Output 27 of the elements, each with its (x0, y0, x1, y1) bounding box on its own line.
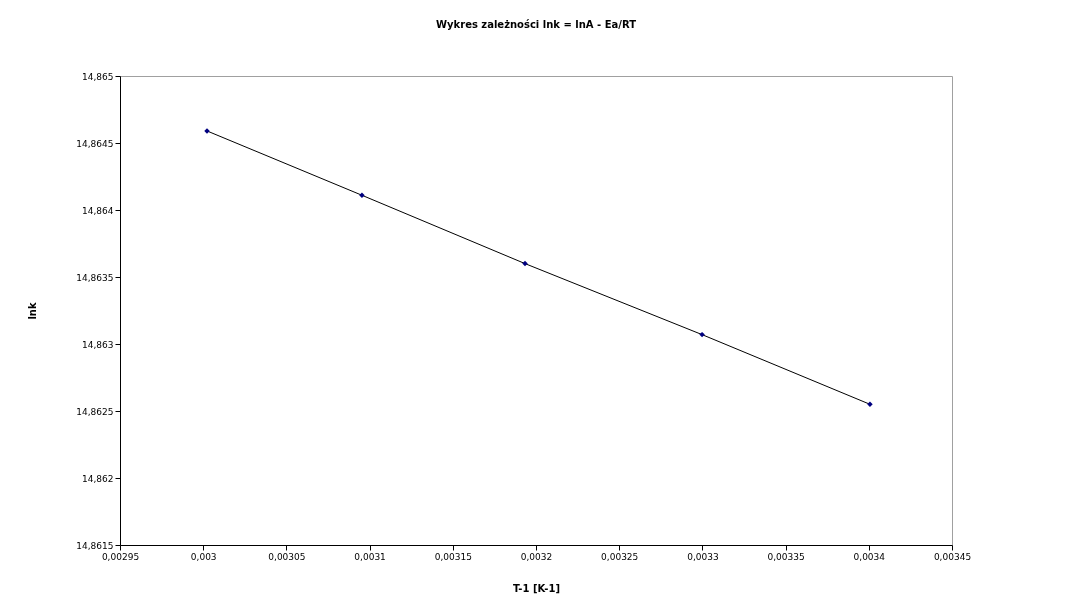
y-tick-label: 14,865 (82, 71, 114, 82)
y-tick-label: 14,8635 (76, 272, 114, 283)
x-tick-label: 0,0031 (354, 551, 386, 562)
x-tick-label: 0,00325 (601, 551, 639, 562)
y-axis-title: lnk (27, 302, 39, 320)
x-axis-title: T-1 [K-1] (512, 582, 561, 594)
x-tick-label: 0,00345 (933, 551, 972, 562)
y-tick-label: 14,8645 (76, 138, 114, 149)
x-tick-label: 0,00305 (268, 551, 306, 562)
x-tick-label: 0,00335 (767, 551, 805, 562)
y-tick-label: 14,8615 (76, 540, 114, 551)
y-tick-label: 14,8625 (76, 406, 114, 417)
line-series (206, 130, 871, 405)
x-tick-label: 0,003 (190, 551, 217, 562)
x-tick-label: 0,00295 (101, 551, 140, 562)
x-tick-label: 0,00315 (434, 551, 472, 562)
x-tick-label: 0,0032 (520, 551, 553, 562)
y-tick-label: 14,864 (82, 205, 114, 216)
chart-title: Wykres zależności lnk = lnA - Ea/RT (436, 19, 637, 30)
point (522, 260, 528, 267)
x-tick-label: 0,0034 (853, 551, 886, 562)
point (359, 192, 365, 198)
y-tick-label: 14,863 (82, 339, 114, 350)
x-tick-label: 0,0033 (687, 551, 719, 562)
point (699, 331, 705, 338)
y-tick-label: 14,862 (82, 473, 114, 484)
point (867, 401, 873, 408)
